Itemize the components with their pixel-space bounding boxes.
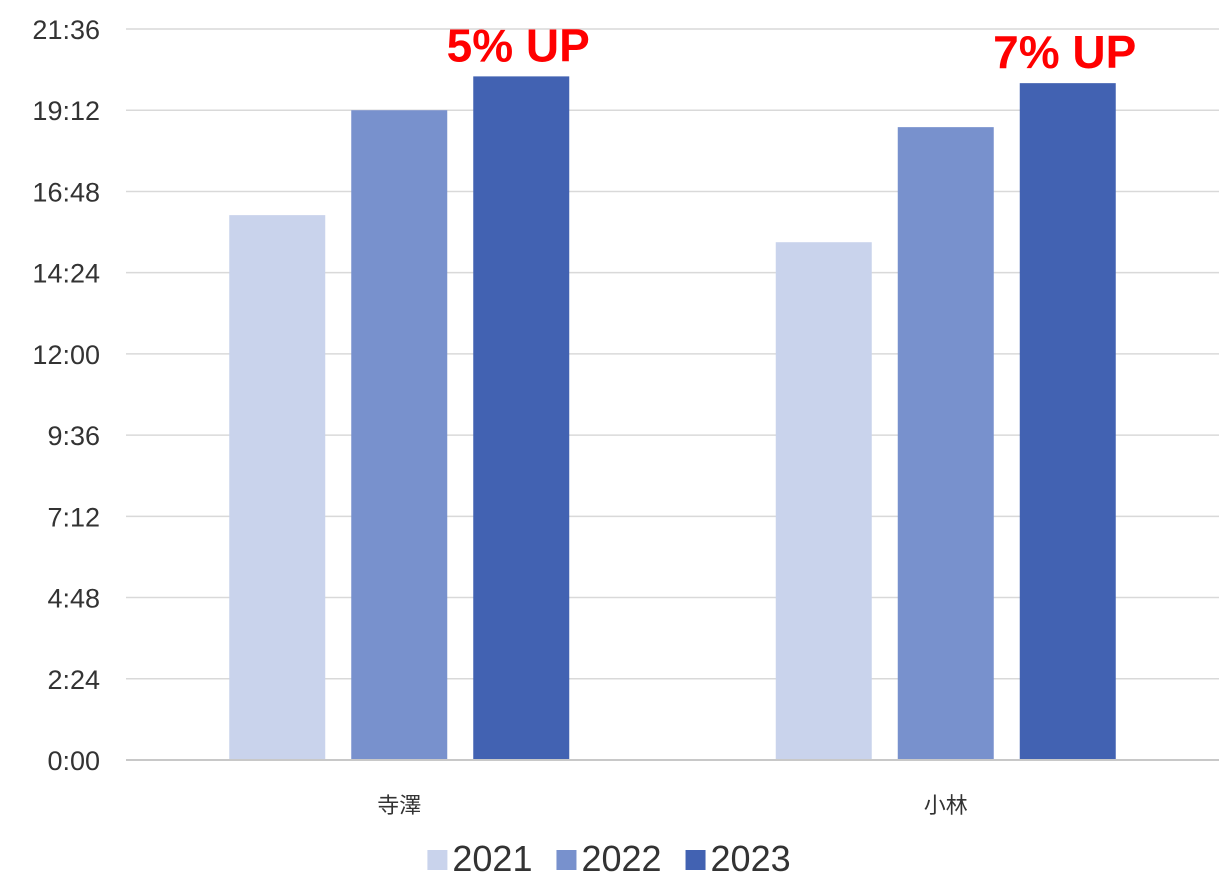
y-tick-label: 7:12	[47, 502, 100, 532]
x-tick-label: 寺澤	[377, 793, 421, 818]
bar-2022	[351, 110, 448, 760]
y-tick-label: 0:00	[47, 746, 100, 776]
bar-2023	[473, 76, 570, 760]
bars	[229, 76, 1116, 761]
y-axis-tick-labels: 0:00 2:24 4:48 7:12 9:36 12:00 14:24 16:48 19:12…	[32, 15, 100, 776]
x-axis-tick-labels: 寺澤 小林	[377, 793, 968, 818]
y-tick-label: 19:12	[32, 96, 100, 126]
legend-label: 2021	[452, 838, 532, 879]
y-tick-label: 2:24	[47, 665, 100, 695]
legend-swatch	[685, 850, 706, 870]
y-tick-label: 12:00	[32, 340, 100, 370]
bar-2021	[229, 215, 326, 760]
y-tick-label: 9:36	[47, 421, 100, 451]
annotation-label: 7% UP	[993, 26, 1136, 78]
bar-2022	[897, 127, 994, 761]
y-tick-label: 14:24	[32, 259, 100, 289]
legend-swatch	[427, 850, 448, 870]
x-tick-label: 小林	[924, 793, 968, 818]
legend-swatch	[556, 850, 577, 870]
y-tick-label: 4:48	[47, 584, 100, 614]
y-tick-label: 16:48	[32, 177, 100, 207]
bar-2023	[1019, 83, 1116, 761]
annotations: 5% UP 7% UP	[447, 19, 1137, 78]
bar-2021	[775, 242, 872, 761]
y-tick-label: 21:36	[32, 15, 100, 45]
legend-label: 2023	[711, 838, 791, 879]
legend: 2021 2022 2023	[427, 838, 791, 879]
legend-label: 2022	[581, 838, 661, 879]
annotation-label: 5% UP	[447, 19, 590, 71]
